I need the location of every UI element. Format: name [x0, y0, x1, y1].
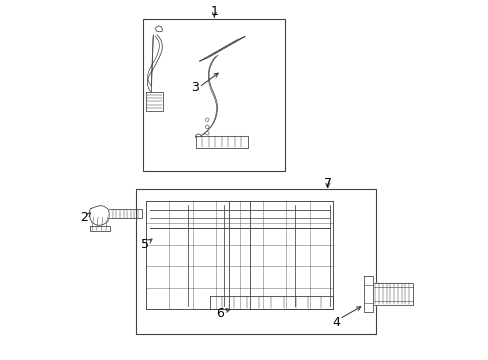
Circle shape: [205, 131, 209, 135]
Polygon shape: [199, 36, 244, 61]
Polygon shape: [367, 283, 412, 305]
Text: 6: 6: [215, 307, 223, 320]
Polygon shape: [89, 206, 109, 225]
Text: 7: 7: [323, 177, 331, 190]
Text: 3: 3: [190, 81, 199, 94]
Text: 1: 1: [210, 5, 218, 18]
Circle shape: [205, 118, 209, 122]
Text: 5: 5: [140, 238, 148, 251]
Bar: [143, 19, 285, 171]
Circle shape: [205, 125, 209, 129]
Text: 4: 4: [331, 316, 339, 329]
Polygon shape: [364, 276, 372, 312]
Text: 2: 2: [80, 211, 88, 224]
Bar: [136, 189, 375, 334]
